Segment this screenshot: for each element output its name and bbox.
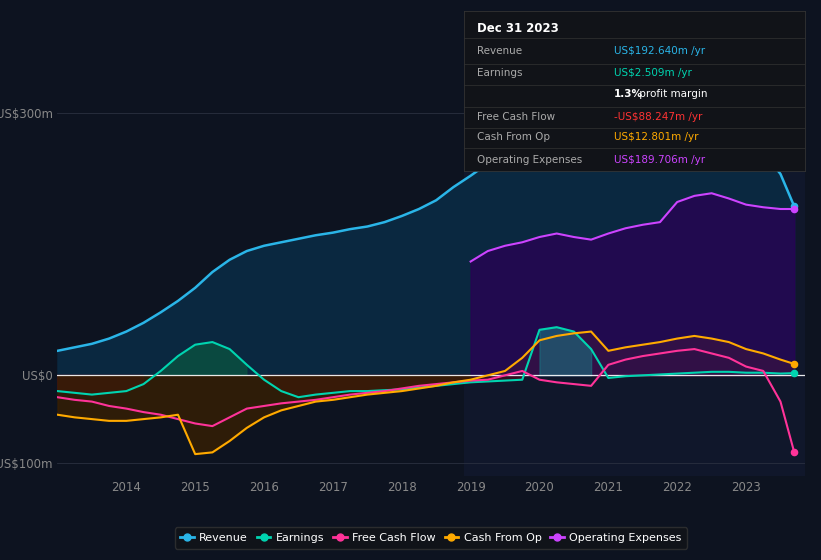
Text: Operating Expenses: Operating Expenses	[478, 155, 583, 165]
Text: Revenue: Revenue	[478, 46, 523, 56]
Text: Dec 31 2023: Dec 31 2023	[478, 22, 559, 35]
Text: -US$88.247m /yr: -US$88.247m /yr	[614, 111, 702, 122]
Text: Earnings: Earnings	[478, 68, 523, 78]
Text: US$192.640m /yr: US$192.640m /yr	[614, 46, 705, 56]
Text: US$12.801m /yr: US$12.801m /yr	[614, 132, 699, 142]
Point	[787, 204, 800, 213]
Point	[787, 368, 800, 377]
Point	[787, 360, 800, 368]
Text: Free Cash Flow: Free Cash Flow	[478, 111, 556, 122]
Text: US$2.509m /yr: US$2.509m /yr	[614, 68, 691, 78]
Bar	[464, 95, 805, 476]
Text: Cash From Op: Cash From Op	[478, 132, 551, 142]
Text: 1.3%: 1.3%	[614, 89, 643, 99]
Legend: Revenue, Earnings, Free Cash Flow, Cash From Op, Operating Expenses: Revenue, Earnings, Free Cash Flow, Cash …	[175, 528, 687, 548]
Point	[787, 448, 800, 457]
Text: profit margin: profit margin	[636, 89, 708, 99]
Text: US$189.706m /yr: US$189.706m /yr	[614, 155, 705, 165]
Point	[787, 202, 800, 211]
